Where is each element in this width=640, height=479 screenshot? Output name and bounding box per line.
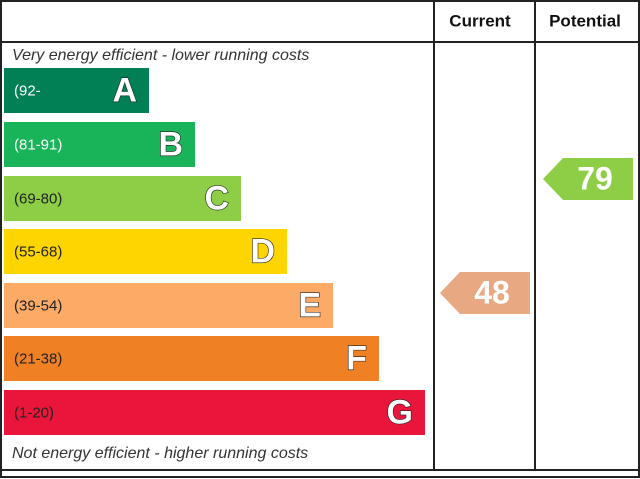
band-bar <box>4 336 379 381</box>
band-letter: F <box>346 339 367 377</box>
current-header: Current <box>449 11 511 30</box>
band-range: (81-91) <box>14 136 62 153</box>
band-bar <box>4 68 149 113</box>
band-letter: D <box>250 232 275 270</box>
potential-value: 79 <box>577 160 613 196</box>
band-bar <box>4 390 425 435</box>
band-bar <box>4 176 241 221</box>
band-letter: C <box>204 179 229 217</box>
band-letter: A <box>112 71 137 109</box>
band-range: (92- <box>14 82 41 99</box>
band-range: (69-80) <box>14 190 62 207</box>
band-letter: E <box>298 286 321 324</box>
band-letter: G <box>387 393 413 431</box>
band-bar <box>4 122 195 167</box>
band-bar <box>4 283 333 328</box>
potential-header: Potential <box>549 11 621 30</box>
current-value: 48 <box>474 274 510 310</box>
band-letter: B <box>158 125 183 163</box>
band-range: (39-54) <box>14 297 62 314</box>
current-arrow <box>440 272 530 314</box>
band-range: (21-38) <box>14 350 62 367</box>
bottom-note: Not energy efficient - higher running co… <box>12 445 308 462</box>
potential-arrow <box>543 158 633 200</box>
band-range: (55-68) <box>14 243 62 260</box>
band-range: (1-20) <box>14 404 54 421</box>
top-note: Very energy efficient - lower running co… <box>12 47 309 64</box>
band-bar <box>4 229 287 274</box>
